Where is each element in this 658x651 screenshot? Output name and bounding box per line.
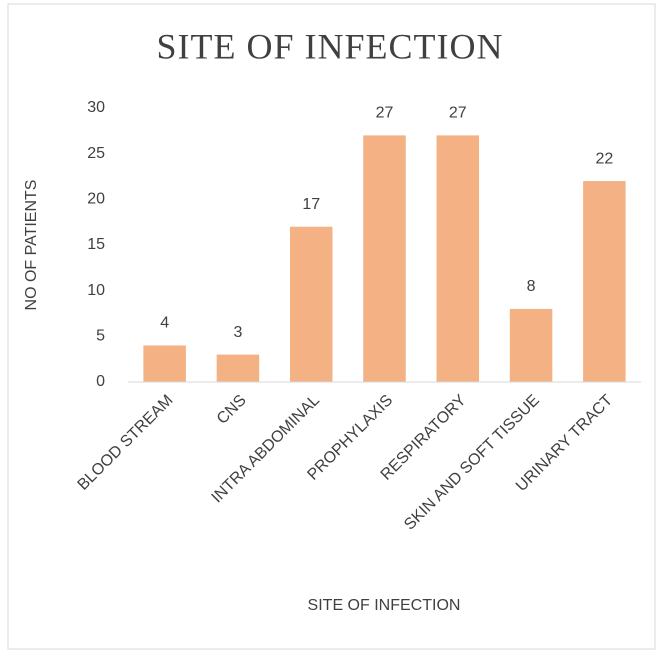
value-label: 17 bbox=[302, 196, 320, 213]
value-label: 3 bbox=[233, 324, 242, 341]
x-axis-label: SITE OF INFECTION bbox=[308, 597, 461, 614]
bar bbox=[216, 354, 260, 382]
bar bbox=[143, 345, 186, 382]
value-label: 8 bbox=[527, 278, 536, 295]
y-tick-label: 0 bbox=[96, 373, 105, 390]
y-axis-label: NO OF PATIENTS bbox=[23, 180, 40, 311]
bar bbox=[583, 181, 626, 382]
y-tick-label: 20 bbox=[87, 191, 105, 208]
value-label: 27 bbox=[449, 105, 467, 122]
bar bbox=[363, 135, 406, 382]
y-tick-label: 25 bbox=[87, 145, 105, 162]
bar bbox=[289, 226, 333, 382]
bar bbox=[436, 135, 480, 382]
y-tick-label: 15 bbox=[87, 236, 105, 253]
value-label: 27 bbox=[376, 105, 394, 122]
chart-title: SITE OF INFECTION bbox=[157, 26, 504, 66]
value-label: 4 bbox=[160, 315, 169, 332]
bar bbox=[509, 308, 553, 382]
value-label: 22 bbox=[595, 150, 613, 167]
y-tick-label: 30 bbox=[87, 99, 105, 116]
y-tick-label: 5 bbox=[96, 328, 105, 345]
y-tick-label: 10 bbox=[87, 282, 105, 299]
